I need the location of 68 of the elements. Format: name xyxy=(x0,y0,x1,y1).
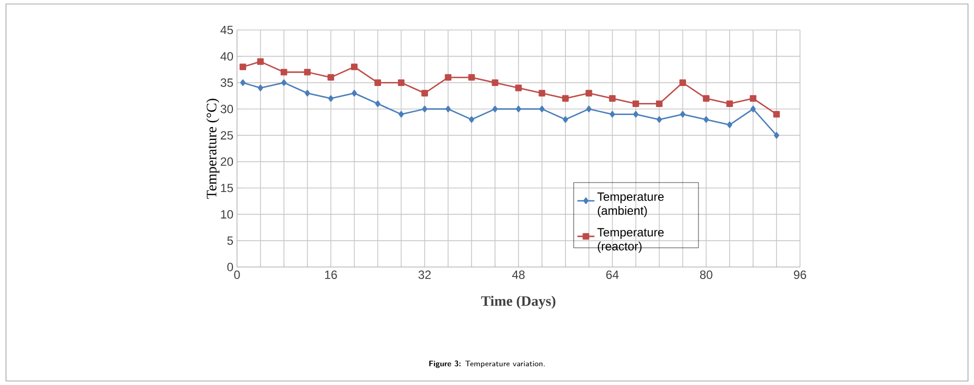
x-tick-label: 96 xyxy=(794,270,806,279)
point xyxy=(281,79,287,86)
point xyxy=(704,116,709,123)
point xyxy=(398,110,404,118)
point xyxy=(492,106,498,112)
point xyxy=(304,90,310,96)
x-tick-label: 0 xyxy=(234,270,240,279)
y-tick-label: 10 xyxy=(221,210,234,219)
x-axis-title: Time (Days) xyxy=(481,296,556,309)
point xyxy=(562,95,569,102)
point xyxy=(656,100,663,108)
point xyxy=(240,79,246,86)
x-tick-label: 64 xyxy=(606,270,619,279)
point xyxy=(374,79,382,86)
point xyxy=(773,110,780,118)
point xyxy=(633,110,638,118)
point xyxy=(515,84,522,92)
y-tick-label: 25 xyxy=(220,131,233,140)
point xyxy=(328,74,334,81)
point xyxy=(726,100,733,108)
legend-label: Temperature (ambient) xyxy=(597,192,664,218)
point xyxy=(352,90,357,96)
point xyxy=(679,79,686,86)
point xyxy=(680,110,686,118)
point xyxy=(444,74,452,81)
point xyxy=(726,122,732,128)
y-tick-label: 5 xyxy=(227,236,233,245)
point xyxy=(632,100,640,108)
y-tick-label: 40 xyxy=(220,52,234,61)
y-tick-label: 35 xyxy=(220,78,233,87)
y-tick-label: 0 xyxy=(227,262,234,272)
point xyxy=(280,68,288,76)
point xyxy=(258,84,264,92)
point xyxy=(656,116,662,123)
point xyxy=(609,95,616,102)
point xyxy=(538,90,546,96)
point xyxy=(492,79,498,86)
x-tick-label: 32 xyxy=(418,270,431,279)
y-tick-label: 30 xyxy=(220,104,234,114)
x-tick-label: 48 xyxy=(512,270,525,279)
point xyxy=(610,110,615,118)
point xyxy=(304,68,311,76)
point xyxy=(468,74,475,81)
y-axis-title: Temperature (°C) xyxy=(206,98,220,199)
point xyxy=(351,64,358,70)
point xyxy=(774,132,780,139)
y-tick-label: 15 xyxy=(221,184,233,192)
point xyxy=(468,116,474,123)
point xyxy=(422,106,428,112)
point xyxy=(539,106,545,112)
point xyxy=(586,106,592,112)
point xyxy=(750,106,756,112)
point xyxy=(562,116,568,123)
point xyxy=(398,79,404,86)
point xyxy=(421,90,428,96)
point xyxy=(328,95,334,102)
y-tick-label: 20 xyxy=(220,157,234,166)
point xyxy=(257,58,264,65)
point xyxy=(375,100,380,108)
point xyxy=(516,106,522,112)
x-tick-label: 16 xyxy=(325,270,337,279)
x-tick-label: 80 xyxy=(700,270,712,279)
point xyxy=(586,90,592,96)
point xyxy=(750,95,756,102)
y-tick-label: 45 xyxy=(220,26,233,34)
point xyxy=(445,106,451,112)
point xyxy=(702,95,710,102)
point xyxy=(240,64,246,70)
